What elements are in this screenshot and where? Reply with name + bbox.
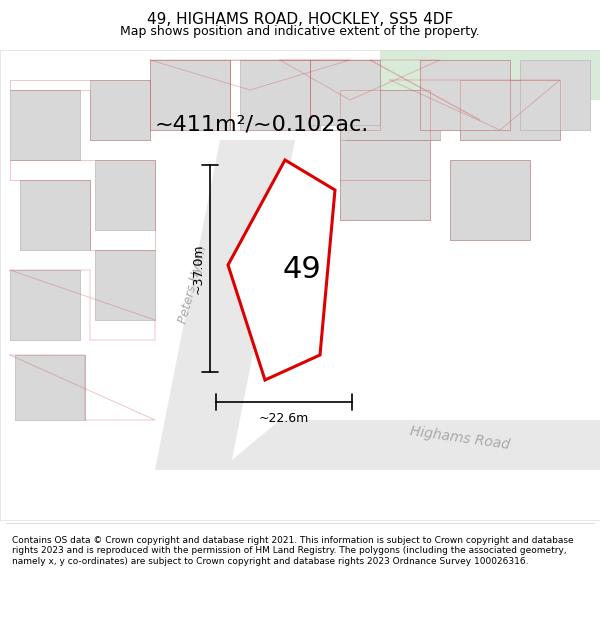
Polygon shape bbox=[150, 60, 230, 130]
Polygon shape bbox=[90, 80, 150, 140]
Text: Map shows position and indicative extent of the property.: Map shows position and indicative extent… bbox=[120, 24, 480, 38]
Text: Peters Hyam: Peters Hyam bbox=[176, 244, 209, 326]
Text: 49: 49 bbox=[282, 256, 321, 284]
Polygon shape bbox=[10, 270, 80, 340]
Polygon shape bbox=[240, 60, 320, 130]
Text: ~37.0m: ~37.0m bbox=[191, 243, 205, 294]
Polygon shape bbox=[340, 140, 430, 220]
Polygon shape bbox=[10, 90, 80, 160]
Polygon shape bbox=[420, 60, 510, 130]
Text: ~411m²/~0.102ac.: ~411m²/~0.102ac. bbox=[155, 115, 369, 135]
Polygon shape bbox=[95, 160, 155, 230]
Polygon shape bbox=[228, 160, 335, 380]
Polygon shape bbox=[520, 60, 590, 130]
Polygon shape bbox=[450, 160, 530, 240]
Text: Highams Road: Highams Road bbox=[409, 424, 511, 452]
Text: Contains OS data © Crown copyright and database right 2021. This information is : Contains OS data © Crown copyright and d… bbox=[12, 536, 574, 566]
Polygon shape bbox=[310, 60, 380, 125]
Polygon shape bbox=[15, 355, 85, 420]
Polygon shape bbox=[95, 250, 155, 320]
Polygon shape bbox=[460, 80, 560, 140]
Text: ~22.6m: ~22.6m bbox=[259, 411, 309, 424]
Polygon shape bbox=[220, 420, 600, 470]
Polygon shape bbox=[155, 140, 295, 470]
Text: 49, HIGHAMS ROAD, HOCKLEY, SS5 4DF: 49, HIGHAMS ROAD, HOCKLEY, SS5 4DF bbox=[147, 12, 453, 28]
Polygon shape bbox=[380, 50, 600, 100]
Polygon shape bbox=[20, 180, 90, 250]
Polygon shape bbox=[340, 90, 440, 140]
